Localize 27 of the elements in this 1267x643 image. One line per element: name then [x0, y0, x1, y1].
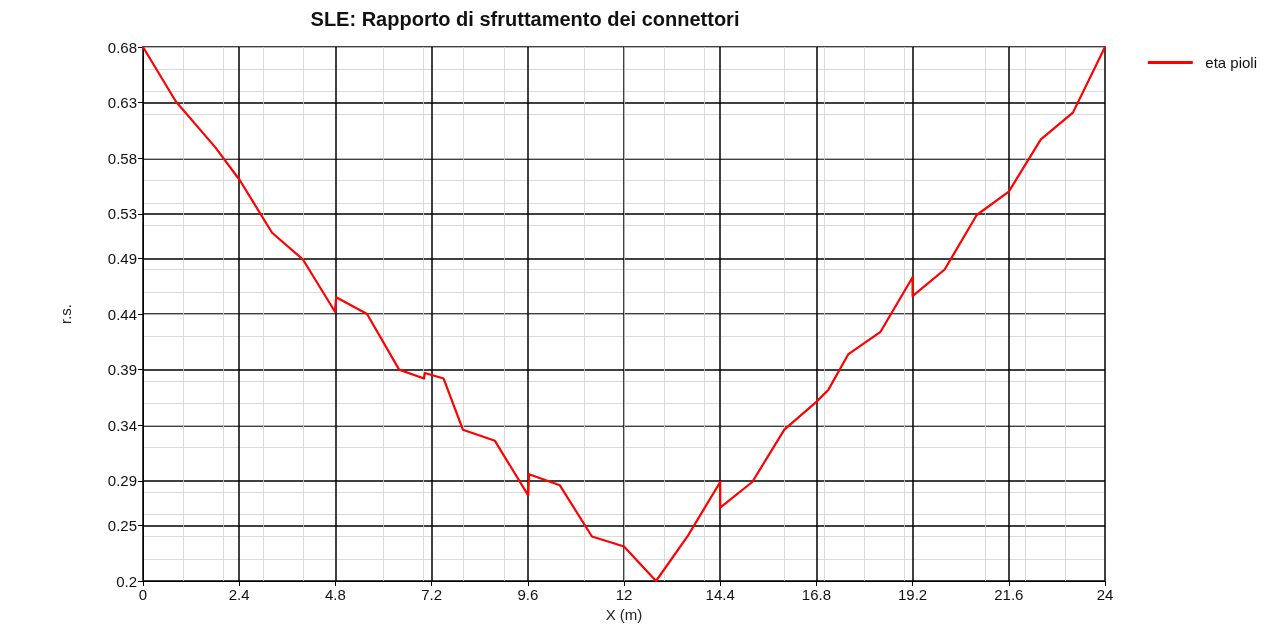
x-tick-label: 9.6 [517, 586, 539, 603]
x-tick-label: 12 [615, 586, 633, 603]
x-tick-label: 24 [1096, 586, 1114, 603]
x-axis-title: X (m) [605, 606, 643, 623]
y-tick-label: 0.39 [107, 361, 137, 379]
y-tick-label: 0.25 [107, 516, 137, 534]
x-tick-label: 4.8 [324, 586, 346, 603]
y-tick-label: 0.44 [107, 305, 137, 323]
y-tick-label: 0.34 [107, 416, 137, 434]
x-tick-label: 21.6 [994, 586, 1024, 603]
line-series [141, 45, 1107, 583]
chart-title: SLE: Rapporto di sfruttamento dei connettori [310, 8, 740, 30]
x-tick-label: 14.4 [705, 586, 735, 603]
x-tick-label: 2.4 [228, 586, 250, 603]
y-tick-label: 0.2 [116, 572, 137, 590]
y-axis-title: r.s. [57, 303, 74, 325]
legend-label: eta pioli [1205, 54, 1257, 71]
y-tick-label: 0.53 [107, 205, 137, 223]
x-tick-label: 7.2 [421, 586, 443, 603]
x-tick-label: 16.8 [801, 586, 831, 603]
x-tick-label: 0 [138, 586, 148, 603]
y-tick-label: 0.49 [107, 249, 137, 267]
y-tick-label: 0.29 [107, 472, 137, 490]
y-tick-label: 0.68 [107, 38, 137, 56]
y-tick-label: 0.58 [107, 149, 137, 167]
x-tick-label: 19.2 [898, 586, 928, 603]
y-tick-label: 0.63 [107, 94, 137, 112]
